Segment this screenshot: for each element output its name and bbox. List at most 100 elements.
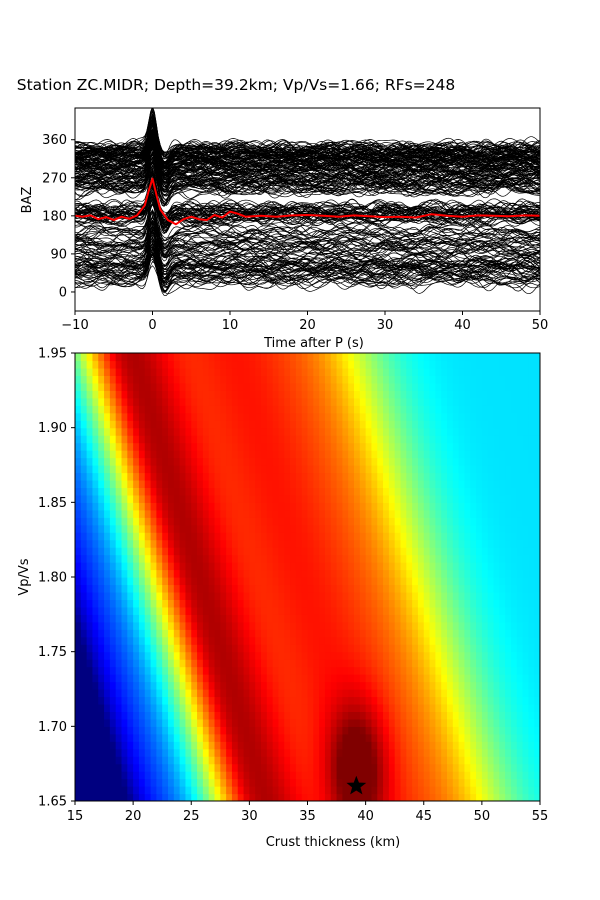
heatmap-cell	[481, 748, 489, 757]
heatmap-cell	[435, 442, 442, 451]
heatmap-cell	[109, 659, 117, 668]
heatmap-cell	[522, 517, 529, 526]
heatmap-cell	[127, 741, 134, 750]
heatmap-cell	[388, 577, 396, 586]
heatmap-cell	[499, 562, 506, 571]
heatmap-cell	[458, 390, 466, 399]
heatmap-cell	[342, 793, 349, 801]
heatmap-cell	[121, 367, 128, 376]
heatmap-cell	[202, 591, 210, 600]
heatmap-cell	[220, 465, 227, 474]
heatmap-cell	[330, 502, 338, 511]
heatmap-cell	[138, 584, 146, 593]
heatmap-cell	[191, 375, 198, 384]
heatmap-cell	[371, 532, 378, 541]
heatmap-cell	[417, 450, 425, 459]
heatmap-cell	[516, 532, 524, 541]
heatmap-cell	[476, 442, 483, 451]
heatmap-cell	[423, 733, 431, 742]
heatmap-cell	[202, 562, 210, 571]
heatmap-cell	[185, 457, 192, 466]
heatmap-cell	[75, 435, 82, 444]
heatmap-cell	[109, 547, 117, 556]
heatmap-cell	[476, 696, 483, 705]
heatmap-cell	[109, 487, 117, 496]
heatmap-cell	[388, 763, 396, 772]
heatmap-cell	[458, 435, 466, 444]
heatmap-cell	[220, 577, 227, 586]
heatmap-cell	[284, 367, 291, 376]
heatmap-cell	[168, 479, 175, 488]
heatmap-cell	[464, 771, 471, 780]
heatmap-cell	[150, 606, 157, 615]
heatmap-cell	[272, 786, 280, 795]
heatmap-cell	[109, 479, 117, 488]
heatmap-cell	[156, 532, 163, 541]
heatmap-cell	[173, 681, 181, 690]
heatmap-cell	[516, 711, 524, 720]
heatmap-cell	[243, 427, 250, 436]
heatmap-cell	[383, 681, 390, 690]
heatmap-cell	[162, 517, 169, 526]
heatmap-cell	[516, 562, 524, 571]
heatmap-cell	[447, 479, 454, 488]
heatmap-cell	[156, 786, 163, 795]
heatmap-cell	[307, 644, 314, 653]
heatmap-cell	[272, 465, 280, 474]
heatmap-cell	[377, 465, 384, 474]
heatmap-cell	[278, 412, 285, 421]
heatmap-cell	[173, 793, 181, 801]
heatmap-cell	[255, 718, 262, 727]
heatmap-cell	[197, 502, 204, 511]
heatmap-cell	[319, 584, 326, 593]
heatmap-cell	[237, 472, 245, 481]
heatmap-cell	[249, 569, 256, 578]
heatmap-cell	[400, 382, 407, 391]
heatmap-cell	[516, 517, 524, 526]
heatmap-cell	[168, 524, 175, 533]
heatmap-cell	[156, 763, 163, 772]
heatmap-cell	[493, 711, 500, 720]
heatmap-cell	[168, 584, 175, 593]
heatmap-cell	[231, 367, 239, 376]
heatmap-cell	[121, 629, 128, 638]
heatmap-cell	[80, 629, 88, 638]
heatmap-cell	[423, 427, 431, 436]
heatmap-cell	[237, 733, 245, 742]
heatmap-cell	[109, 390, 117, 399]
heatmap-cell	[226, 382, 233, 391]
heatmap-cell	[179, 509, 187, 518]
heatmap-cell	[365, 726, 373, 735]
heatmap-cell	[307, 367, 314, 376]
heatmap-cell	[290, 748, 297, 757]
heatmap-cell	[330, 405, 338, 414]
heatmap-cell	[104, 472, 111, 481]
heatmap-cell	[301, 390, 309, 399]
heatmap-cell	[359, 621, 367, 630]
heatmap-cell	[412, 427, 419, 436]
heatmap-cell	[388, 532, 396, 541]
heatmap-cell	[80, 524, 88, 533]
heatmap-cell	[104, 457, 111, 466]
heatmap-cell	[202, 674, 210, 683]
heatmap-cell	[313, 763, 320, 772]
heatmap-cell	[284, 465, 291, 474]
heatmap-cell	[295, 532, 303, 541]
heatmap-cell	[383, 718, 390, 727]
heatmap-cell	[284, 636, 291, 645]
heatmap-cell	[458, 659, 466, 668]
heatmap-cell	[278, 614, 285, 623]
heatmap-cell	[179, 733, 187, 742]
heatmap-cell	[86, 614, 94, 623]
heatmap-cell	[208, 569, 216, 578]
heatmap-cell	[458, 651, 466, 660]
heatmap-cell	[75, 748, 82, 757]
heatmap-cell	[214, 659, 221, 668]
heatmap-cell	[336, 397, 343, 406]
heatmap-cell	[255, 420, 262, 429]
heatmap-cell	[179, 554, 187, 563]
heatmap-cell	[313, 435, 320, 444]
heatmap-cell	[150, 599, 157, 608]
heatmap-cell	[231, 786, 239, 795]
heatmap-cell	[359, 786, 367, 795]
